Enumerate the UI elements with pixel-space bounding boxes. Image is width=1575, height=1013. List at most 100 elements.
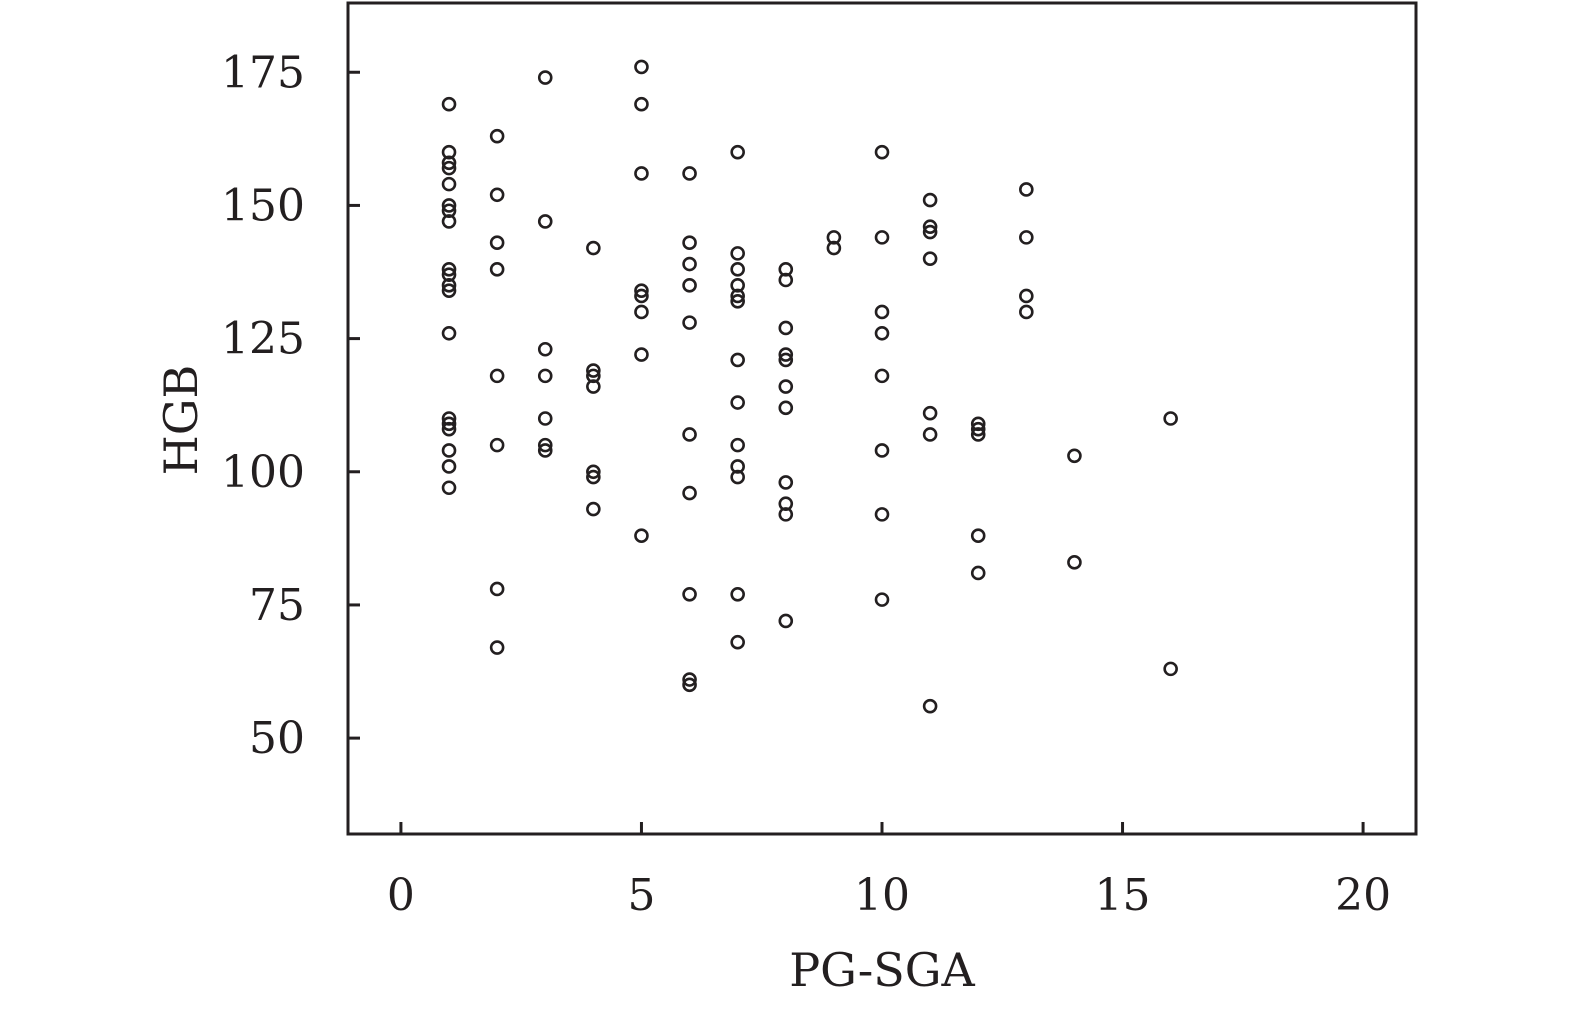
data-point — [489, 235, 505, 251]
data-point — [778, 347, 794, 362]
data-point — [537, 341, 553, 357]
y-tick-label: 100 — [221, 447, 305, 498]
data-point — [441, 278, 457, 293]
data-point — [778, 400, 794, 416]
data-point — [489, 128, 505, 144]
plot-frame — [346, 1, 1418, 836]
data-point — [730, 246, 745, 261]
data-point — [441, 480, 457, 496]
data-point — [874, 304, 890, 320]
data-point — [778, 320, 794, 336]
data-point — [441, 416, 457, 432]
data-point — [682, 256, 697, 272]
data-point — [970, 528, 986, 543]
data-point — [489, 368, 505, 384]
data-point — [874, 368, 890, 384]
data-point — [489, 437, 505, 453]
data-point — [441, 262, 457, 277]
data-point — [441, 443, 457, 458]
data-point — [537, 214, 553, 229]
y-tick-label: 75 — [249, 580, 305, 631]
data-point — [874, 443, 890, 458]
y-axis-title: HGB — [154, 365, 208, 476]
data-point — [730, 469, 745, 485]
data-point — [778, 262, 794, 277]
data-point — [489, 187, 505, 203]
data-point — [489, 640, 505, 655]
data-point — [682, 677, 697, 693]
data-point — [682, 586, 697, 602]
data-point — [634, 304, 649, 320]
data-point — [441, 176, 457, 192]
data-point — [586, 464, 601, 480]
data-point — [634, 283, 649, 298]
data-point — [730, 352, 745, 368]
data-point — [730, 437, 745, 453]
data-point — [922, 192, 938, 208]
data-point — [874, 144, 890, 160]
data-point — [1019, 304, 1034, 320]
y-tick-label: 125 — [221, 314, 305, 365]
data-point — [441, 214, 457, 229]
data-point — [441, 144, 457, 160]
data-point — [1067, 448, 1082, 464]
data-point — [586, 363, 601, 378]
data-point — [730, 262, 745, 277]
data-point — [1019, 230, 1034, 245]
data-point — [634, 528, 649, 543]
data-point — [634, 96, 649, 112]
data-point — [922, 224, 938, 240]
y-tick-label: 150 — [221, 180, 305, 231]
data-point — [778, 496, 794, 512]
data-point — [441, 160, 457, 176]
x-tick-label: 10 — [854, 870, 910, 921]
data-point — [970, 427, 986, 442]
data-point — [537, 368, 553, 384]
data-point — [634, 347, 649, 362]
data-point — [778, 352, 794, 368]
data-point — [441, 203, 457, 219]
data-point — [730, 459, 745, 474]
data-point — [489, 262, 505, 277]
data-point — [970, 421, 986, 437]
data-point — [634, 288, 649, 304]
data-point — [586, 469, 601, 485]
data-point — [778, 613, 794, 629]
data-point — [874, 507, 890, 522]
data-point — [874, 592, 890, 607]
data-point — [730, 294, 745, 309]
x-axis-title: PG-SGA — [789, 943, 975, 997]
data-point — [682, 672, 697, 687]
data-point — [586, 240, 601, 256]
data-point — [441, 267, 457, 282]
data-point — [922, 219, 938, 235]
data-point — [778, 272, 794, 288]
y-tick-label: 175 — [221, 47, 305, 98]
data-point — [441, 459, 457, 474]
x-tick-label: 0 — [387, 870, 415, 921]
data-point — [922, 427, 938, 442]
data-point — [1163, 661, 1178, 677]
data-point — [537, 443, 553, 458]
data-point — [537, 437, 553, 453]
data-point — [1163, 411, 1178, 426]
data-point — [922, 405, 938, 421]
data-point — [441, 96, 457, 112]
data-point — [826, 230, 842, 245]
data-point — [682, 315, 697, 330]
data-point — [730, 586, 745, 602]
data-point — [1019, 288, 1034, 304]
data-point — [586, 368, 601, 384]
data-point — [970, 416, 986, 432]
data-point — [682, 427, 697, 442]
data-point — [586, 501, 601, 517]
data-point — [778, 379, 794, 394]
data-point — [441, 411, 457, 426]
data-point — [682, 485, 697, 501]
data-point — [826, 240, 842, 256]
data-point — [970, 565, 986, 581]
data-point — [1019, 182, 1034, 197]
data-points — [441, 59, 1178, 714]
